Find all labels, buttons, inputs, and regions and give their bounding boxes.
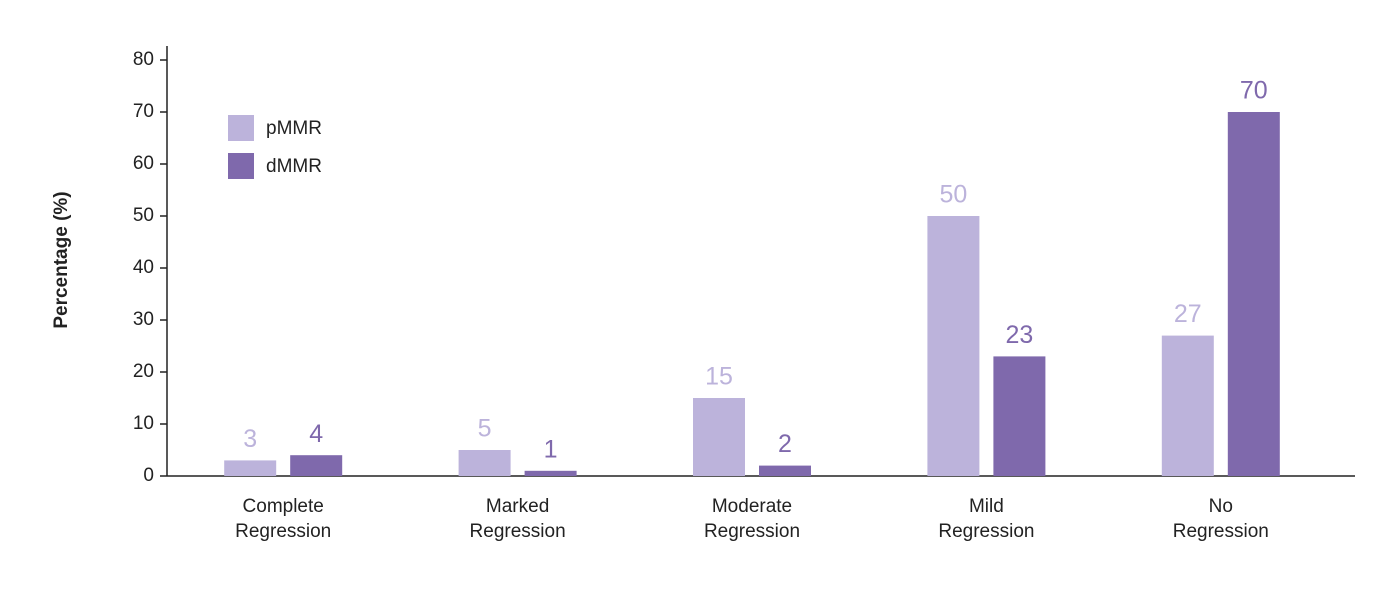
x-tick-label: Regression: [1173, 521, 1269, 542]
value-label: 1: [544, 435, 558, 463]
bar: [993, 356, 1046, 476]
bar: [524, 470, 577, 476]
bar: [927, 216, 980, 476]
y-axis-label: Percentage (%): [51, 191, 72, 328]
y-tick-label: 50: [133, 205, 154, 226]
bar: [458, 450, 511, 476]
bar: [290, 455, 343, 476]
value-label: 4: [309, 420, 323, 448]
x-tick-label: Regression: [235, 521, 331, 542]
y-tick-label: 60: [133, 153, 154, 174]
x-tick-label: Regression: [938, 521, 1034, 542]
legend-label: pMMR: [266, 118, 322, 139]
value-label: 27: [1174, 300, 1202, 328]
bar: [693, 398, 745, 476]
bar: [1161, 335, 1214, 476]
value-label: 23: [1005, 321, 1033, 349]
bar: [759, 465, 811, 476]
y-tick-label: 70: [133, 101, 154, 122]
legend-swatch: [228, 153, 254, 179]
x-tick-label: Moderate: [712, 496, 792, 517]
value-label: 50: [939, 181, 967, 209]
x-tick-label: Regression: [704, 521, 800, 542]
value-label: 5: [478, 415, 492, 443]
x-tick-label: Mild: [969, 496, 1004, 517]
x-tick-label: No: [1209, 496, 1233, 517]
bar: [1227, 112, 1280, 476]
value-label: 2: [778, 430, 792, 458]
value-label: 15: [705, 363, 733, 391]
y-tick-label: 10: [133, 413, 154, 434]
x-tick-label: Marked: [486, 496, 549, 517]
y-tick-label: 40: [133, 257, 154, 278]
bar: [224, 460, 277, 476]
x-tick-label: Regression: [470, 521, 566, 542]
y-tick-label: 80: [133, 49, 154, 70]
legend-label: dMMR: [266, 156, 322, 177]
value-label: 3: [243, 425, 257, 453]
x-tick-label: Complete: [243, 496, 324, 517]
y-tick-label: 30: [133, 309, 154, 330]
y-tick-label: 20: [133, 361, 154, 382]
y-tick-label: 0: [143, 465, 154, 486]
value-label: 70: [1240, 77, 1268, 105]
legend-swatch: [228, 115, 254, 141]
